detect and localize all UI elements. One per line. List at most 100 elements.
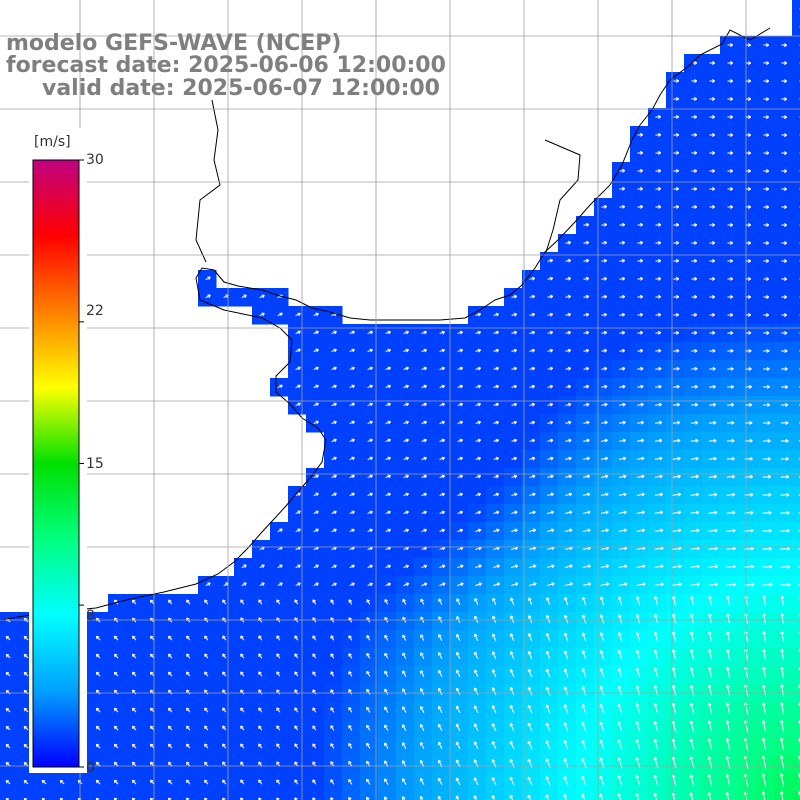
wind-arrow: [672, 547, 682, 550]
wind-arrow: [510, 547, 518, 551]
wind-arrow: [600, 529, 609, 532]
wind-arrow: [690, 667, 695, 679]
wind-arrow: [474, 598, 479, 606]
wind-arrow: [583, 421, 590, 424]
wind-arrow: [654, 596, 659, 606]
wind-arrow: [457, 565, 464, 569]
wind-arrow: [473, 795, 478, 800]
wind-arrow: [636, 583, 646, 586]
wind-arrow: [762, 548, 772, 550]
model-title: modelo GEFS-WAVE (NCEP): [6, 31, 342, 56]
wind-arrow: [618, 457, 627, 460]
wind-arrow: [690, 511, 700, 514]
wind-arrow: [582, 511, 591, 514]
wind-arrow: [546, 704, 551, 714]
wind-arrow: [474, 616, 479, 624]
wind-arrow: [690, 529, 700, 532]
wind-arrow: [672, 721, 677, 733]
wind-arrow: [726, 440, 735, 442]
wind-arrow: [546, 583, 555, 587]
wind-arrow: [493, 529, 500, 532]
wind-arrow: [438, 598, 443, 605]
wind-arrow: [726, 565, 736, 568]
wind-arrow: [636, 793, 640, 800]
wind-arrow: [600, 583, 610, 587]
wind-arrow: [438, 742, 443, 750]
wind-arrow: [546, 722, 551, 732]
wind-arrow: [474, 723, 479, 732]
wind-arrow: [529, 493, 536, 496]
wind-arrow: [618, 793, 622, 800]
wind-arrow: [672, 631, 677, 642]
wind-arrow: [438, 670, 443, 678]
wind-arrow: [708, 702, 713, 715]
wind-arrow: [564, 614, 569, 624]
wind-arrow: [726, 756, 731, 769]
wind-arrow: [474, 651, 479, 660]
wind-arrow: [510, 597, 515, 606]
wind-arrow: [637, 421, 644, 424]
wind-arrow: [672, 738, 677, 751]
wind-arrow: [547, 493, 554, 496]
wind-arrow: [762, 566, 772, 568]
wind-arrow: [366, 742, 371, 749]
wind-arrow: [636, 775, 641, 787]
wind-arrow: [528, 722, 533, 732]
wind-arrow: [420, 742, 425, 750]
wind-arrow: [655, 421, 662, 424]
wind-arrow: [690, 493, 699, 496]
wind-arrow: [420, 706, 425, 714]
wind-arrow: [672, 685, 677, 697]
wind-arrow: [618, 596, 623, 606]
wind-arrow: [439, 582, 446, 587]
wind-arrow: [654, 667, 659, 679]
wind-arrow: [690, 792, 694, 800]
wind-arrow: [366, 778, 371, 785]
forecast-date: forecast date: 2025-06-06 12:00:00: [6, 53, 446, 78]
wind-arrow: [763, 648, 767, 661]
colorbar-tick-label: 8: [86, 608, 95, 624]
wind-arrow: [474, 687, 479, 696]
wind-arrow: [618, 614, 623, 624]
wind-arrow: [582, 529, 591, 532]
wind-arrow: [636, 439, 644, 442]
wind-arrow: [654, 685, 659, 697]
wind-arrow: [655, 385, 662, 388]
wind-arrow: [636, 632, 641, 642]
wind-arrow: [546, 650, 551, 660]
wind-arrow: [654, 439, 663, 442]
wind-arrow: [546, 633, 551, 642]
wind-arrow: [582, 650, 587, 660]
wind-arrow: [438, 688, 443, 696]
coast-line: [0, 27, 771, 621]
wind-arrow: [763, 595, 766, 606]
wind-arrow: [673, 386, 680, 388]
wind-arrow: [618, 475, 627, 478]
wind-arrow: [456, 723, 461, 732]
wind-arrow: [600, 565, 610, 568]
wind-arrow: [582, 704, 587, 714]
wind-arrow: [546, 597, 551, 606]
wind-arrow: [491, 795, 496, 800]
wind-arrow: [493, 547, 500, 551]
wind-arrow: [672, 649, 677, 661]
wind-arrow: [510, 723, 515, 732]
wind-arrow: [546, 511, 554, 514]
wind-arrow: [672, 667, 677, 679]
wind-arrow: [600, 668, 605, 678]
wind-arrow: [726, 738, 731, 751]
wind-arrow: [528, 597, 533, 606]
wind-arrow: [690, 595, 695, 606]
wind-arrow: [492, 651, 497, 660]
wind-arrow: [636, 649, 641, 660]
wind-arrow: [672, 529, 682, 532]
wind-arrow: [564, 597, 569, 606]
coastline: [0, 27, 771, 621]
wind-arrow: [528, 583, 537, 587]
wind-arrow: [420, 598, 425, 605]
wind-arrow: [492, 615, 497, 624]
wind-arrow: [564, 740, 569, 750]
wind-arrow: [654, 739, 659, 751]
wind-arrow: [690, 547, 700, 550]
wind-arrow: [545, 794, 550, 800]
